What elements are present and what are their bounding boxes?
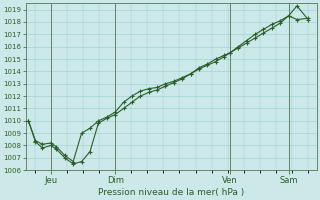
X-axis label: Pression niveau de la mer( hPa ): Pression niveau de la mer( hPa ) [98, 188, 244, 197]
